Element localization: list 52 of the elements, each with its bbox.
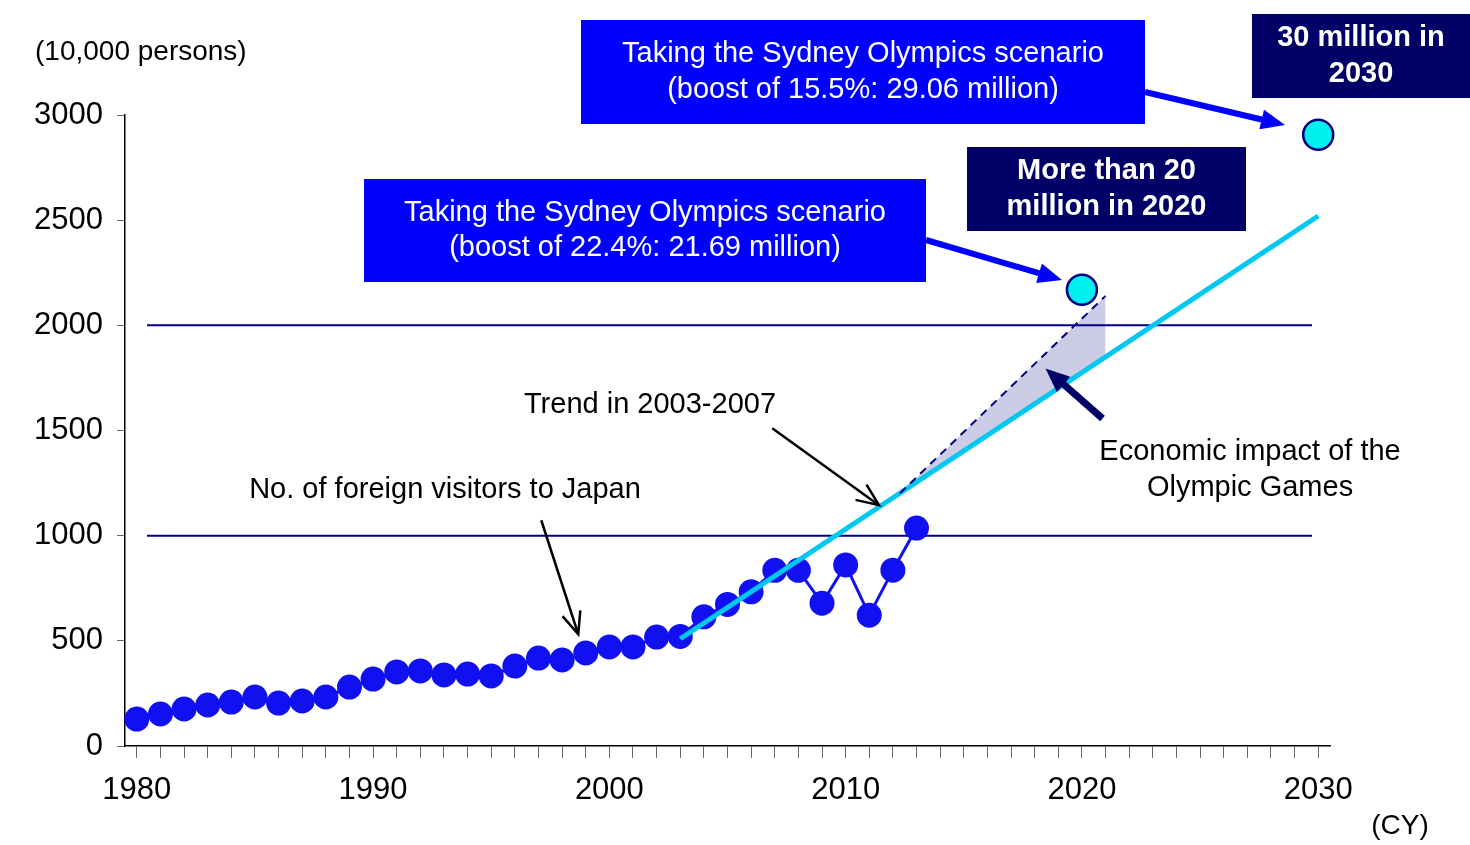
y-tick-label: 2000 (34, 305, 103, 341)
point (573, 640, 599, 666)
point (171, 696, 197, 722)
annotation: More than 20 million in 2020 (1006, 153, 1207, 221)
point (525, 645, 551, 671)
x-tick-label: 1980 (102, 771, 172, 807)
point (856, 602, 882, 628)
point (384, 659, 410, 685)
x-axis-title: (CY) (1371, 808, 1429, 840)
y-tick-label: 500 (51, 621, 103, 657)
annotation: Taking the Sydney Olympics scenario (boost of 22.4%: 21.69 million) (404, 194, 886, 263)
point (455, 661, 481, 687)
point (478, 663, 504, 689)
y-tick-label: 1000 (34, 516, 103, 552)
point (147, 701, 173, 727)
y-tick-label: 1500 (34, 411, 103, 447)
annotation: Economic impact of the Olympic Games (1099, 434, 1401, 502)
point (336, 674, 362, 700)
point (124, 706, 150, 732)
point (596, 634, 622, 660)
point (289, 688, 315, 714)
point (218, 689, 244, 715)
point (809, 590, 835, 616)
point (266, 690, 292, 716)
point (549, 647, 575, 673)
annotation: No. of foreign visitors to Japan (249, 472, 641, 504)
point (1065, 273, 1099, 307)
x-tick-label: 2000 (574, 771, 644, 807)
text: Taking the Sydney Olympics scenario (boost of 15.5%: 29.06 million) (622, 36, 1104, 104)
point (502, 653, 528, 679)
point (620, 634, 646, 660)
point (313, 684, 339, 710)
x-tick-label: 2030 (1283, 771, 1353, 807)
point (195, 692, 221, 718)
point (431, 662, 457, 688)
point (904, 515, 930, 541)
text: 30 million in 2030 (1277, 20, 1445, 88)
y-axis-title: (10,000 persons) (35, 34, 247, 66)
point (407, 658, 433, 684)
annotation: Trend in 2003-2007 (523, 387, 777, 419)
point (880, 557, 906, 583)
point (1301, 118, 1335, 152)
point (833, 552, 859, 578)
x-tick-label: 1990 (338, 771, 408, 807)
y-tick-label: 3000 (34, 95, 103, 131)
y-tick-label: 0 (85, 726, 103, 762)
x-tick-label: 2020 (1047, 771, 1117, 807)
x-tick-label: 2010 (811, 771, 881, 807)
point (644, 624, 670, 650)
y-tick-label: 2500 (34, 200, 103, 236)
point (360, 666, 386, 692)
point (242, 684, 268, 710)
